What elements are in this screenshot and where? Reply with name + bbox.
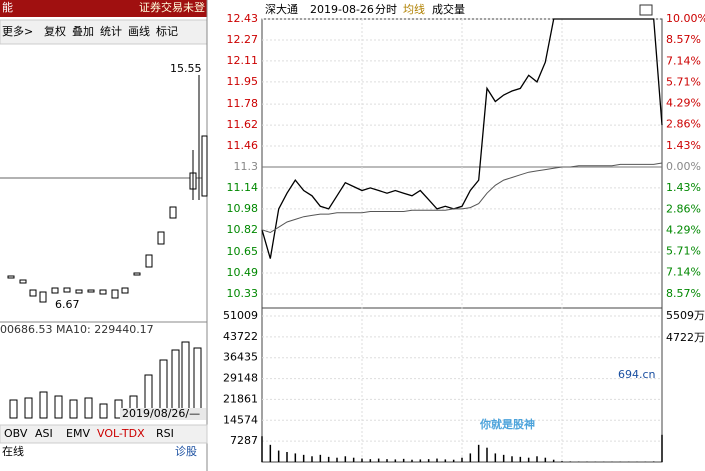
left-candles: [0, 75, 208, 303]
y-tick-label: 12.11: [227, 54, 259, 67]
y-tick-label: 10.33: [227, 287, 259, 300]
toolbar-button[interactable]: 统计: [100, 25, 122, 38]
watermark-slogan: 你就是股神: [479, 417, 535, 431]
toolbar-button[interactable]: 叠加: [72, 25, 94, 38]
toolbar-button[interactable]: 更多>: [2, 24, 33, 38]
bottom-right[interactable]: 诊股: [175, 444, 197, 458]
y-tick-label: 10.49: [227, 266, 259, 279]
toolbar-button[interactable]: 画线: [128, 24, 150, 38]
y2-tick-label: 7.14%: [666, 266, 701, 279]
y-tick-label: 10.65: [227, 245, 259, 258]
y2-tick-label: 4.29%: [666, 223, 701, 236]
volume-label: 成交量: [432, 2, 465, 16]
y2-tick-label: 4.29%: [666, 96, 701, 109]
avg-line: [261, 162, 663, 234]
volume-right-label: 5509万: [666, 309, 705, 322]
topbar: [0, 0, 207, 17]
low-label: 6.67: [55, 298, 80, 311]
toolbar: [0, 19, 208, 45]
y2-tick-label: 2.86%: [666, 202, 701, 215]
volume-tick-label: 43722: [223, 330, 258, 343]
tab[interactable]: EMV: [66, 427, 90, 440]
y-tick-label: 11.3: [234, 160, 259, 173]
tab[interactable]: VOL-TDX: [97, 427, 145, 440]
y-tick-label: 11.95: [227, 75, 259, 88]
tab[interactable]: ASI: [35, 427, 53, 440]
watermark-site: 694.cn: [618, 368, 656, 381]
tabbar: [0, 424, 208, 444]
y2-tick-label: 1.43%: [666, 139, 701, 152]
y-tick-label: 11.14: [227, 181, 259, 194]
topbar-right: 证券交易未登: [139, 0, 205, 14]
chart-mode: 分时: [375, 3, 397, 16]
y2-tick-label: 0.00%: [666, 160, 701, 173]
y2-tick-label: 5.71%: [666, 75, 701, 88]
volume-tick-label: 14574: [223, 413, 258, 426]
chart-date: 2019-08-26: [310, 3, 374, 16]
toolbar-button[interactable]: 复权: [44, 24, 66, 38]
ma-text: 00686.53 MA10: 229440.17: [0, 323, 154, 336]
price-line: [261, 18, 663, 259]
volume-tick-label: 29148: [223, 372, 258, 385]
high-label: 15.55: [170, 62, 202, 75]
volume-tick-label: 7287: [230, 434, 258, 447]
y2-tick-label: 8.57%: [666, 287, 701, 300]
volume-tick-label: 21861: [223, 392, 258, 405]
y-tick-label: 12.43: [227, 12, 259, 25]
y-tick-label: 10.82: [227, 223, 259, 236]
avg-label: 均线: [403, 2, 425, 16]
y-tick-label: 11.78: [227, 97, 259, 110]
date-box: [120, 408, 206, 420]
y2-tick-label: 2.86%: [666, 118, 701, 131]
y2-tick-label: 10.00%: [666, 12, 705, 25]
y-tick-label: 12.27: [227, 33, 259, 46]
volume-right-label: 4722万: [666, 331, 705, 344]
y2-tick-label: 8.57%: [666, 33, 701, 46]
toolbar-button[interactable]: 标记: [156, 24, 178, 38]
tab[interactable]: OBV: [4, 427, 28, 440]
volume-tick-label: 36435: [223, 351, 258, 364]
bottom-left: 在线: [2, 444, 24, 458]
volume-tick-label: 51009: [223, 309, 258, 322]
chart-panel: [207, 0, 705, 471]
tab[interactable]: RSI: [156, 427, 174, 440]
window-btn[interactable]: [639, 4, 653, 16]
y-tick-label: 11.62: [227, 118, 259, 131]
y2-tick-label: 7.14%: [666, 54, 701, 67]
y2-tick-label: 1.43%: [666, 181, 701, 194]
stock-name: 深大通: [265, 2, 298, 16]
date-label: 2019/08/26/—: [122, 407, 200, 420]
y-tick-label: 10.98: [227, 202, 259, 215]
topbar-left: 能: [2, 0, 13, 14]
y2-tick-label: 5.71%: [666, 244, 701, 257]
y-tick-label: 11.46: [227, 139, 259, 152]
